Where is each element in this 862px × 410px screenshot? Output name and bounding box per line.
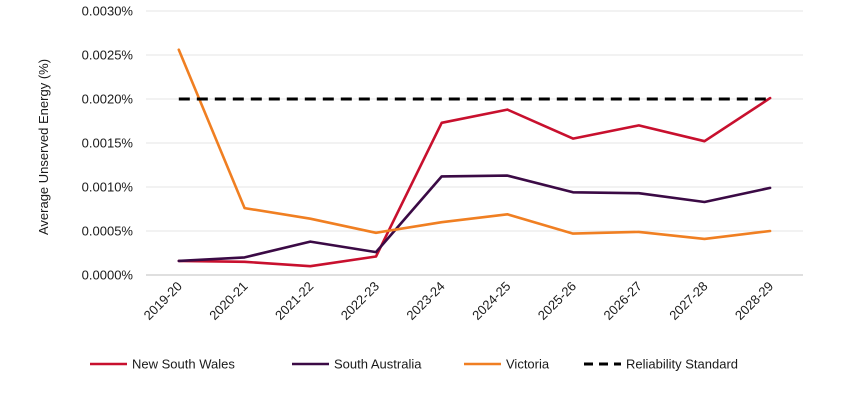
x-tick-label: 2023-24 [403, 279, 447, 323]
x-tick-label: 2027-28 [666, 279, 710, 323]
y-tick-label: 0.0025% [82, 48, 134, 63]
legend: New South Wales South Australia Victoria Re… [90, 357, 738, 372]
x-tick-label: 2024-25 [469, 279, 513, 323]
y-axis-ticks: 0.0000% 0.0005% 0.0010% 0.0015% 0.0020% 0.002… [82, 4, 134, 283]
series-line-victoria [177, 48, 772, 241]
legend-label: Reliability Standard [626, 357, 738, 372]
x-tick-label: 2020-21 [206, 279, 250, 323]
y-tick-label: 0.0010% [82, 180, 134, 195]
legend-label: South Australia [334, 357, 422, 372]
y-tick-label: 0.0015% [82, 136, 134, 151]
x-tick-label: 2025-26 [535, 279, 579, 323]
series-line-south-australia [177, 174, 772, 263]
series-line-new-south-wales [177, 96, 772, 268]
x-tick-label: 2028-29 [732, 279, 776, 323]
x-tick-label: 2019-20 [141, 279, 185, 323]
series-lines [177, 48, 772, 268]
x-tick-label: 2022-23 [338, 279, 382, 323]
legend-label: Victoria [506, 357, 550, 372]
y-tick-label: 0.0005% [82, 224, 134, 239]
y-tick-label: 0.0020% [82, 92, 134, 107]
gridlines [146, 10, 803, 232]
y-axis-title: Average Unserved Energy (%) [36, 59, 51, 235]
x-tick-label: 2026-27 [601, 279, 645, 323]
x-tick-label: 2021-22 [272, 279, 316, 323]
y-tick-label: 0.0030% [82, 4, 134, 19]
legend-label: New South Wales [132, 357, 235, 372]
y-tick-label: 0.0000% [82, 268, 134, 283]
x-axis-ticks: 2019-20 2020-21 2021-22 2022-23 2023-24 2024-… [141, 279, 777, 323]
